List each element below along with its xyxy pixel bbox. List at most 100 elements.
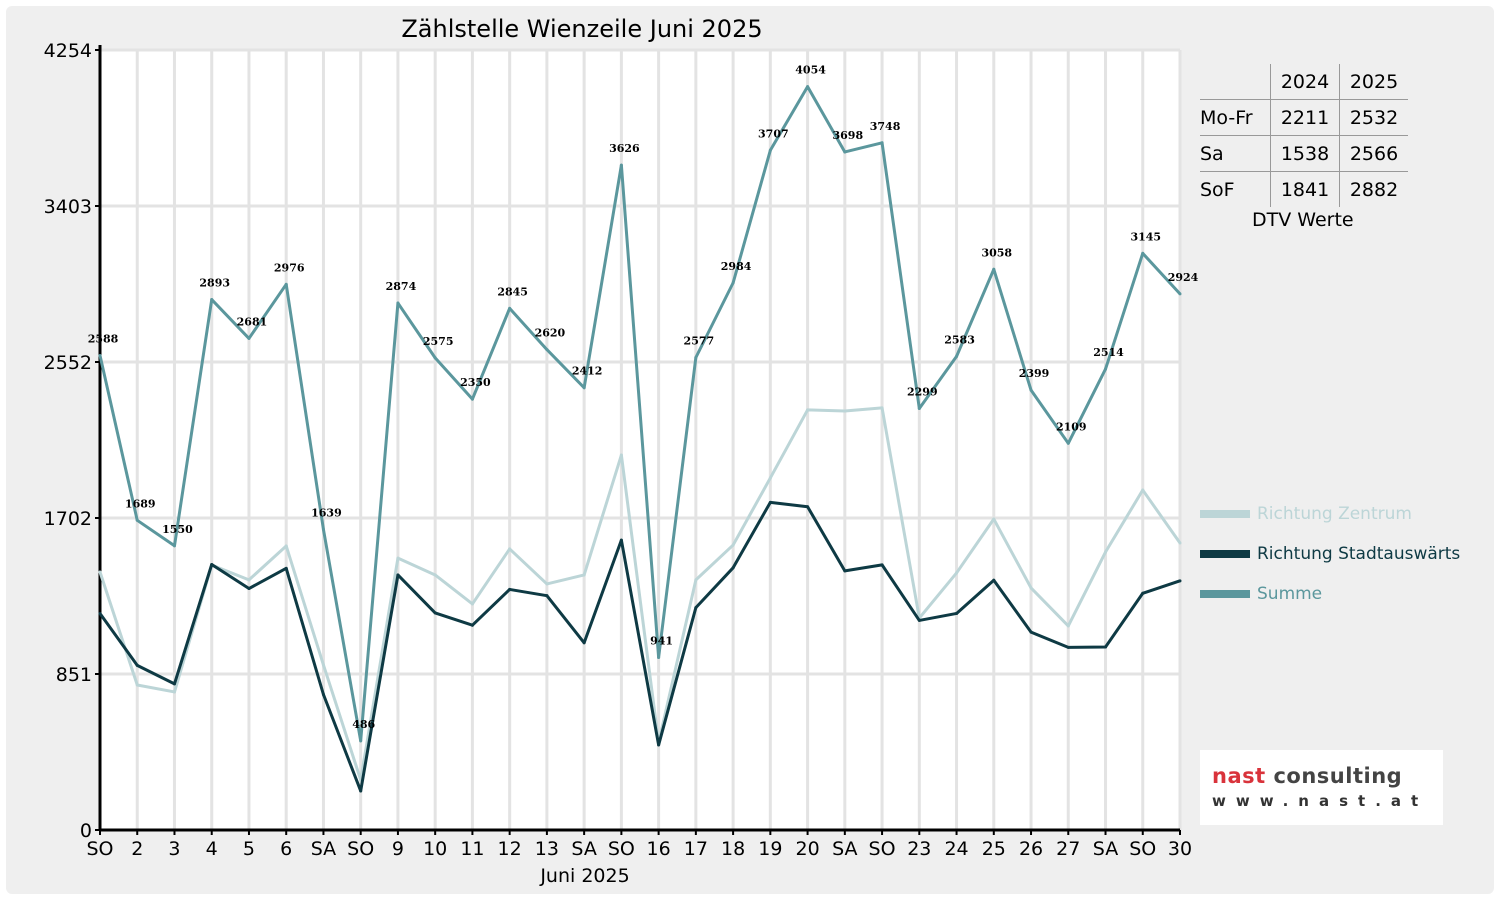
data-point — [1066, 441, 1070, 445]
data-label: 2893 — [199, 277, 230, 290]
series-line-1 — [98, 500, 1181, 793]
data-point — [880, 406, 884, 410]
legend-swatch — [1200, 510, 1250, 518]
data-point — [210, 562, 214, 566]
y-tick-label: 4254 — [44, 40, 92, 62]
data-point — [210, 298, 214, 302]
data-point — [768, 148, 772, 152]
data-point — [247, 578, 251, 582]
dtv-row-label: Mo-Fr — [1200, 99, 1271, 136]
dtv-cell: 1841 — [1270, 171, 1340, 207]
data-point — [582, 573, 586, 577]
x-axis-label: Juni 2025 — [539, 865, 629, 887]
data-point — [172, 682, 176, 686]
data-point — [545, 594, 549, 598]
data-point — [321, 527, 325, 531]
data-label: 3748 — [870, 120, 901, 133]
data-label: 2399 — [1019, 367, 1050, 380]
dtv-header-2024: 2024 — [1270, 64, 1340, 100]
y-tick-label: 2552 — [44, 352, 92, 374]
logo-name-red: nast — [1212, 764, 1266, 788]
data-point — [1104, 645, 1108, 649]
x-tick-label: 11 — [460, 838, 484, 860]
y-tick-label: 3403 — [44, 196, 92, 218]
dtv-row-label: SoF — [1200, 171, 1271, 207]
data-label: 2845 — [497, 285, 528, 298]
x-tick-label: SA — [311, 838, 336, 860]
data-label: 2577 — [684, 334, 715, 347]
x-tick-label: SO — [608, 838, 635, 860]
legend-swatch — [1200, 590, 1250, 598]
x-tick-label: 30 — [1168, 838, 1192, 860]
data-point — [321, 692, 325, 696]
data-point — [284, 282, 288, 286]
data-label: 2350 — [460, 376, 491, 389]
x-tick-label: 27 — [1056, 838, 1080, 860]
series-line-2 — [98, 85, 1182, 743]
x-tick-label: SA — [832, 838, 857, 860]
data-point — [880, 141, 884, 145]
x-tick-label: 9 — [392, 838, 404, 860]
data-point — [135, 518, 139, 522]
data-label: 2620 — [535, 327, 566, 340]
data-point — [508, 306, 512, 310]
data-point — [731, 281, 735, 285]
dtv-cell: 2882 — [1339, 171, 1408, 207]
data-point — [359, 789, 363, 793]
x-tick-label: 19 — [758, 838, 782, 860]
data-point — [1141, 251, 1145, 255]
data-label: 3058 — [981, 246, 1012, 259]
data-point — [284, 544, 288, 548]
data-point — [955, 354, 959, 358]
data-label: 1689 — [125, 497, 156, 510]
dtv-caption: DTV Werte — [1252, 209, 1354, 231]
data-point — [1141, 488, 1145, 492]
data-label: 4054 — [795, 64, 826, 77]
legend-item-zentrum: Richtung Zentrum — [1200, 494, 1460, 534]
data-point — [657, 743, 661, 747]
dtv-cell: 1538 — [1270, 135, 1340, 172]
data-label: 2976 — [274, 261, 305, 274]
x-tick-label: SA — [571, 838, 596, 860]
x-tick-label: 25 — [982, 838, 1006, 860]
data-label: 2575 — [423, 335, 454, 348]
plot-area — [100, 50, 1180, 830]
x-tick-label: 24 — [944, 838, 968, 860]
x-tick-label: SO — [869, 838, 896, 860]
data-label: 2583 — [944, 333, 975, 346]
x-tick-label: 2 — [131, 838, 143, 860]
x-tick-label: 16 — [647, 838, 671, 860]
x-tick-label: SO — [347, 838, 374, 860]
data-label: 3707 — [758, 127, 789, 140]
data-point — [1178, 579, 1182, 583]
data-point — [1104, 550, 1108, 554]
data-label: 2514 — [1093, 346, 1124, 359]
data-point — [545, 348, 549, 352]
dtv-header-2025: 2025 — [1339, 64, 1408, 100]
data-point — [1029, 586, 1033, 590]
series-line-0 — [98, 406, 1182, 782]
data-point — [880, 563, 884, 567]
data-point — [619, 163, 623, 167]
legend-swatch — [1200, 550, 1250, 558]
data-label: 1639 — [311, 506, 342, 519]
data-point — [470, 397, 474, 401]
data-point — [917, 618, 921, 622]
data-point — [433, 611, 437, 615]
data-label: 2109 — [1056, 420, 1087, 433]
data-point — [619, 538, 623, 542]
nast-consulting-logo: nast consulting www.nast.at — [1200, 750, 1443, 825]
data-label: 2924 — [1168, 271, 1199, 284]
data-point — [843, 409, 847, 413]
data-label: 3698 — [833, 129, 864, 142]
data-label: 2681 — [237, 315, 268, 328]
data-point — [806, 85, 810, 89]
data-point — [396, 573, 400, 577]
data-point — [1104, 367, 1108, 371]
x-tick-label: 3 — [168, 838, 180, 860]
legend-label: Richtung Zentrum — [1257, 504, 1412, 524]
x-tick-label: SA — [1093, 838, 1118, 860]
data-point — [694, 606, 698, 610]
data-point — [1066, 624, 1070, 628]
data-point — [917, 406, 921, 410]
